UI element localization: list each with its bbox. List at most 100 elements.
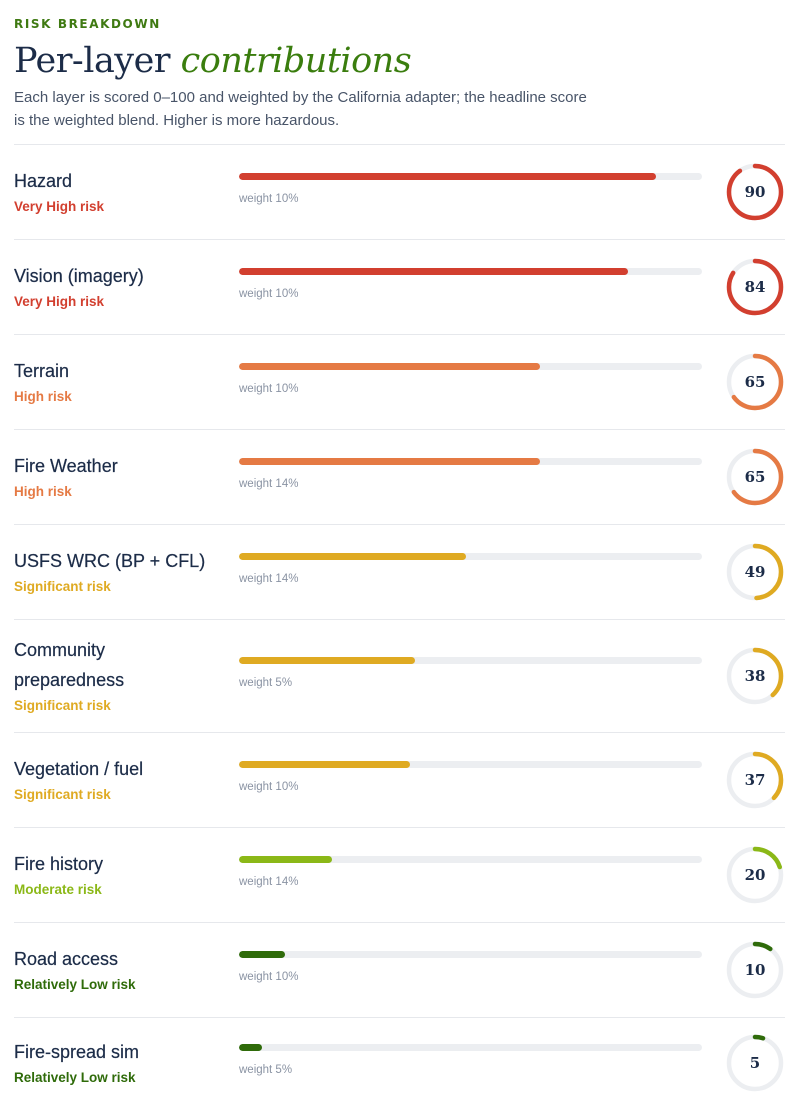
title-accent: contributions [180, 41, 412, 81]
layer-row: USFS WRC (BP + CFL) Significant risk weigh… [14, 525, 785, 620]
layer-name: Vegetation / fuel [14, 759, 144, 779]
score-bar-fill [239, 760, 411, 768]
layer-name: USFS WRC (BP + CFL) [14, 551, 206, 571]
score-value: 84 [744, 278, 766, 296]
layer-label-group: Fire Weather High risk [14, 451, 239, 503]
layer-name: Road access [14, 949, 119, 969]
layer-weight: weight 14% [239, 477, 299, 490]
score-ring-graphic [726, 647, 784, 705]
layer-row: Fire history Moderate risk weight 14% 20 [14, 828, 785, 923]
score-ring: 49 [725, 542, 785, 602]
layer-label-group: Fire history Moderate risk [14, 849, 239, 901]
score-ring: 20 [725, 845, 785, 905]
layer-row: Vision (imagery) Very High risk weight 10%… [14, 240, 785, 335]
layer-list: Hazard Very High risk weight 10% 90 Vision (… [14, 144, 785, 1108]
score-ring: 65 [725, 447, 785, 507]
risk-level: High risk [14, 484, 72, 499]
layer-weight: weight 10% [239, 970, 299, 983]
score-value: 10 [744, 961, 766, 979]
layer-name: Fire history [14, 854, 104, 874]
score-ring: 84 [725, 257, 785, 317]
section-eyebrow: RISK BREAKDOWN [14, 17, 161, 31]
score-bar-track [239, 552, 702, 560]
score-ring-arc [726, 543, 784, 601]
score-ring-group: 10 [702, 940, 785, 1000]
layer-label-group: Fire-spread sim Relatively Low risk [14, 1037, 239, 1089]
score-bar-track [239, 172, 702, 180]
layer-label-group: Vegetation / fuel Significant risk [14, 754, 239, 806]
layer-label-group: Hazard Very High risk [14, 166, 239, 218]
layer-name: Terrain [14, 361, 70, 381]
score-ring-graphic [726, 1034, 784, 1092]
title-plain: Per-layer [14, 41, 171, 81]
score-bar-fill [239, 172, 656, 180]
score-bar-track [239, 267, 702, 275]
score-ring-arc [726, 1034, 784, 1092]
score-value: 65 [744, 468, 766, 486]
score-bar-track [239, 362, 702, 370]
layer-row: Vegetation / fuel Significant risk weight … [14, 733, 785, 828]
section-description: Each layer is scored 0–100 and weighted … [14, 89, 587, 129]
score-ring-graphic [726, 941, 784, 999]
score-ring-arc [726, 163, 784, 221]
score-ring-graphic [726, 163, 784, 221]
layer-name: Vision (imagery) [14, 266, 144, 286]
score-bar-group: weight 5% [239, 1043, 702, 1077]
score-ring-arc [726, 647, 784, 705]
score-bar-track [239, 656, 702, 664]
risk-level: High risk [14, 389, 72, 404]
score-bar-fill [239, 552, 466, 560]
layer-name: Fire Weather [14, 456, 118, 476]
score-bar-track [239, 760, 702, 768]
layer-row: Fire Weather High risk weight 14% 65 [14, 430, 785, 525]
score-value: 65 [744, 373, 766, 391]
score-ring: 38 [725, 646, 785, 706]
layer-weight: weight 10% [239, 780, 299, 793]
risk-level: Relatively Low risk [14, 977, 136, 992]
score-ring-graphic [726, 448, 784, 506]
score-ring-arc [726, 751, 784, 809]
score-value: 49 [744, 563, 766, 581]
score-bar-group: weight 5% [239, 656, 702, 690]
score-ring-group: 37 [702, 750, 785, 810]
score-bar-group: weight 10% [239, 362, 702, 396]
score-bar-group: weight 14% [239, 552, 702, 586]
score-ring: 90 [725, 162, 785, 222]
layer-name: Community preparedness [14, 640, 125, 690]
score-ring-arc [726, 258, 784, 316]
score-ring-arc [726, 353, 784, 411]
score-bar-track [239, 855, 702, 863]
score-ring-arc [726, 941, 784, 999]
score-ring-arc [726, 846, 784, 904]
score-bar-group: weight 14% [239, 855, 702, 889]
layer-row: Community preparedness Significant risk we… [14, 620, 785, 733]
score-ring: 5 [725, 1033, 785, 1093]
score-bar-fill [239, 457, 540, 465]
layer-weight: weight 10% [239, 287, 299, 300]
score-ring-group: 38 [702, 646, 785, 706]
score-ring-graphic [726, 846, 784, 904]
score-ring-graphic [726, 543, 784, 601]
score-ring-graphic [726, 751, 784, 809]
score-bar-fill [239, 950, 286, 958]
score-ring-arc [726, 448, 784, 506]
layer-row: Road access Relatively Low risk weight 10%… [14, 923, 785, 1018]
score-bar-track [239, 457, 702, 465]
score-bar-track [239, 950, 702, 958]
score-ring-group: 90 [702, 162, 785, 222]
layer-weight: weight 10% [239, 192, 299, 205]
score-ring-group: 65 [702, 352, 785, 412]
score-ring-graphic [726, 258, 784, 316]
score-bar-group: weight 10% [239, 950, 702, 984]
score-bar-group: weight 14% [239, 457, 702, 491]
layer-label-group: USFS WRC (BP + CFL) Significant risk [14, 546, 239, 598]
score-bar-group: weight 10% [239, 760, 702, 794]
score-bar-fill [239, 1043, 263, 1051]
score-bar-fill [239, 656, 415, 664]
layer-weight: weight 5% [239, 676, 293, 689]
layer-name: Hazard [14, 171, 73, 191]
risk-level: Very High risk [14, 199, 105, 214]
risk-level: Significant risk [14, 579, 111, 594]
score-value: 5 [749, 1054, 761, 1072]
score-ring-group: 5 [702, 1033, 785, 1093]
